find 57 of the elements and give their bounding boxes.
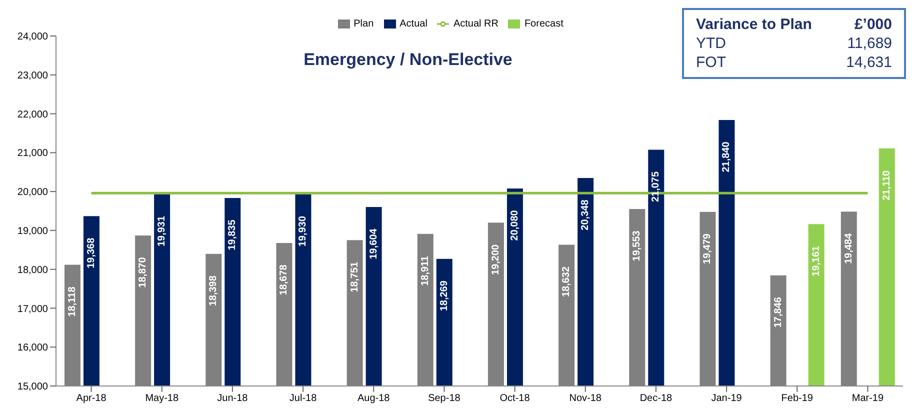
data-label: 18,751 <box>349 261 360 292</box>
y-tick-label: 22,000 <box>17 109 48 120</box>
x-tick-label: Sep-18 <box>428 393 461 404</box>
data-label: 18,632 <box>561 266 572 298</box>
y-tick-label: 23,000 <box>17 70 48 82</box>
data-label: 19,835 <box>227 219 238 250</box>
x-tick-label: May-18 <box>145 393 179 404</box>
legend-label: Forecast <box>524 18 564 30</box>
y-tick-label: 19,000 <box>17 226 48 237</box>
y-tick-label: 24,000 <box>17 32 48 43</box>
data-label: 18,269 <box>438 280 450 312</box>
data-label: 18,911 <box>420 255 431 286</box>
x-tick-label: Aug-18 <box>358 393 390 404</box>
legend-label: Plan <box>354 18 374 30</box>
data-label: 18,870 <box>138 256 149 288</box>
y-tick-label: 16,000 <box>17 342 48 354</box>
y-tick-label: 15,000 <box>17 382 48 393</box>
data-label: 19,553 <box>632 230 643 262</box>
data-label: 21,110 <box>881 170 892 200</box>
data-label: 19,161 <box>810 245 822 276</box>
data-label: 19,479 <box>702 233 714 264</box>
data-label: 20,080 <box>509 210 520 241</box>
x-tick-label: Dec-18 <box>640 393 673 404</box>
data-label: 19,930 <box>298 216 309 247</box>
annotation: YTD <box>696 35 727 52</box>
x-tick-label: Jun-18 <box>217 393 248 404</box>
y-tick-label: 20,000 <box>17 187 48 198</box>
x-tick-label: Jul-18 <box>289 393 318 404</box>
data-label: 19,200 <box>490 244 502 275</box>
x-tick-label: Oct-18 <box>500 393 530 404</box>
data-label: 21,840 <box>721 141 732 172</box>
x-tick-label: Nov-18 <box>569 393 602 404</box>
text: £’000 <box>853 16 892 33</box>
y-tick-label: 18,000 <box>17 264 48 276</box>
data-label: 19,931 <box>156 216 168 247</box>
data-label: 18,678 <box>278 264 290 296</box>
data-label: 18,118 <box>66 286 78 317</box>
data-label: 19,368 <box>86 237 97 268</box>
data-label: 18,398 <box>208 275 220 306</box>
data-label: 21,075 <box>650 171 662 202</box>
x-tick-label: Feb-19 <box>781 393 814 404</box>
data-label: 20,348 <box>580 199 592 230</box>
legend-label: Actual RR <box>453 18 498 30</box>
annotation: 14,631 <box>846 54 892 71</box>
x-tick-label: Mar-19 <box>852 393 884 404</box>
y-tick-label: 21,000 <box>17 148 48 160</box>
annotation: FOT <box>696 54 727 71</box>
annotation: 11,689 <box>846 35 892 52</box>
data-label: 19,484 <box>843 232 854 264</box>
x-tick-label: Jan-19 <box>711 393 742 404</box>
x-tick-label: Apr-18 <box>76 393 107 404</box>
legend-label: Actual <box>400 18 428 30</box>
text: Emergency / Non-Elective <box>302 50 514 70</box>
y-tick-label: 17,000 <box>17 304 48 315</box>
data-label: 19,604 <box>368 228 380 260</box>
text: Variance to Plan <box>696 16 813 33</box>
data-label: 17,846 <box>772 296 784 328</box>
